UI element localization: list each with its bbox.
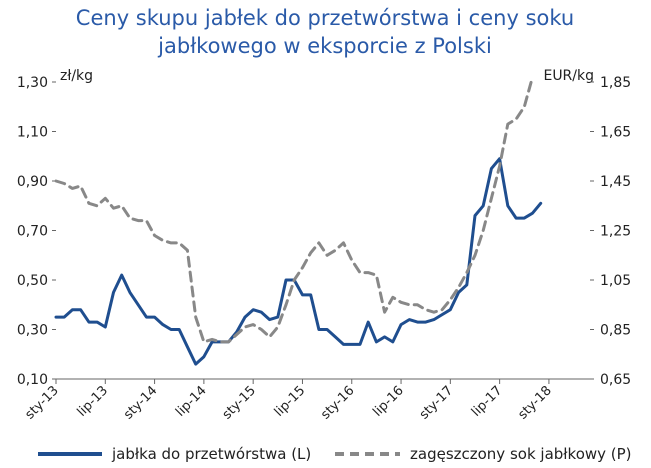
x-tick-label: lip-16 xyxy=(370,383,407,420)
chart-title-line-1: Ceny skupu jabłek do przetwórstwa i ceny… xyxy=(76,6,574,30)
right-axis: 0,65 0,85 1,05 1,25 1,45 1,65 1,85 xyxy=(590,75,631,388)
x-tick-label: sty-13 xyxy=(23,383,62,422)
x-tick-label: lip-17 xyxy=(469,383,506,420)
left-tick-label: 0,50 xyxy=(17,273,48,289)
x-tick-label: sty-14 xyxy=(121,383,160,422)
chart-title-line-2: jabłkowego w eksporcie z Polski xyxy=(157,34,492,58)
legend: jabłka do przetwórstwa (L) zagęszczony s… xyxy=(38,445,632,463)
series-line-juice xyxy=(54,75,534,344)
right-tick-label: 0,65 xyxy=(600,372,631,388)
right-tick-label: 1,05 xyxy=(600,273,631,289)
left-tick-label: 0,10 xyxy=(17,372,48,388)
right-tick-label: 1,85 xyxy=(600,75,631,91)
x-tick-label: sty-18 xyxy=(515,383,554,422)
x-tick-label: sty-17 xyxy=(417,383,456,422)
left-tick-label: 0,30 xyxy=(17,323,48,339)
x-tick-label: sty-15 xyxy=(220,383,259,422)
right-tick-label: 1,65 xyxy=(600,125,631,141)
left-tick-label: 1,10 xyxy=(17,125,48,141)
right-unit-label: EUR/kg xyxy=(543,68,594,84)
left-tick-label: 1,30 xyxy=(17,75,48,91)
x-tick-label: lip-13 xyxy=(75,383,112,420)
x-tick-label: lip-14 xyxy=(173,383,210,420)
right-tick-label: 1,45 xyxy=(600,174,631,190)
x-tick-label: sty-16 xyxy=(318,383,357,422)
series-layer xyxy=(54,75,543,366)
series-line-apples xyxy=(54,157,543,366)
legend-label-juice: zagęszczony sok jabłkowy (P) xyxy=(410,445,632,463)
x-axis: sty-13 lip-13 sty-14 lip-14 sty-15 lip-15 sty-… xyxy=(23,378,590,423)
x-tick-label: lip-15 xyxy=(272,383,309,420)
right-tick-label: 1,25 xyxy=(600,224,631,240)
legend-label-apples: jabłka do przetwórstwa (L) xyxy=(111,445,311,463)
left-tick-label: 0,90 xyxy=(17,174,48,190)
left-tick-label: 0,70 xyxy=(17,224,48,240)
right-tick-label: 0,85 xyxy=(600,323,631,339)
left-axis: 0,10 0,30 0,50 0,70 0,90 1,10 1,30 xyxy=(17,75,56,388)
left-unit-label: zł/kg xyxy=(60,68,93,84)
